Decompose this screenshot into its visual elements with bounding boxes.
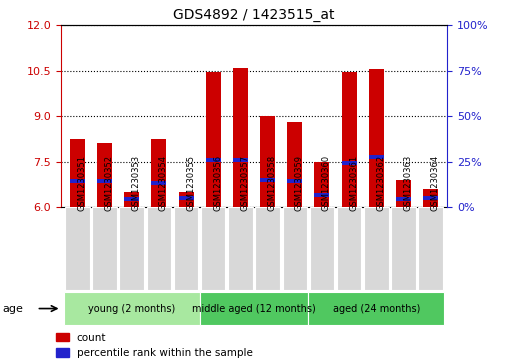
Bar [233,158,248,162]
Text: GSM1230358: GSM1230358 [268,155,276,211]
Text: GSM1230356: GSM1230356 [213,155,222,211]
Bar [64,292,200,325]
Bar [396,180,411,207]
Bar [310,207,334,290]
Bar [364,207,389,290]
Text: GSM1230361: GSM1230361 [349,155,358,211]
Bar [391,207,416,290]
Bar [288,122,302,207]
Bar [65,207,89,290]
Bar [70,179,85,183]
Text: GSM1230353: GSM1230353 [132,155,141,211]
Bar [200,292,308,325]
Bar [308,292,444,325]
Bar [419,207,443,290]
Text: GSM1230360: GSM1230360 [322,155,331,211]
Bar [337,207,361,290]
Bar [342,72,357,207]
Text: middle aged (12 months): middle aged (12 months) [192,303,316,314]
Text: age: age [3,303,23,314]
Bar [314,162,330,207]
Text: GSM1230354: GSM1230354 [159,155,168,211]
Text: GSM1230364: GSM1230364 [431,155,440,211]
Text: GSM1230357: GSM1230357 [240,155,249,211]
Bar [97,143,112,207]
Legend: count, percentile rank within the sample: count, percentile rank within the sample [56,333,252,358]
Text: aged (24 months): aged (24 months) [333,303,420,314]
Bar [396,197,411,201]
Bar [423,196,438,200]
Text: young (2 months): young (2 months) [88,303,175,314]
Bar [369,155,384,159]
Bar [97,179,112,183]
Bar [282,207,307,290]
Bar [178,192,194,207]
Bar [124,192,139,207]
Text: GSM1230359: GSM1230359 [295,155,304,211]
Bar [423,189,438,207]
Bar [151,139,166,207]
Text: GSM1230363: GSM1230363 [403,155,412,211]
Title: GDS4892 / 1423515_at: GDS4892 / 1423515_at [173,8,335,22]
Bar [147,207,171,290]
Bar [124,197,139,201]
Bar [174,207,198,290]
Bar [260,116,275,207]
Bar [260,178,275,182]
Bar [228,207,252,290]
Text: GSM1230355: GSM1230355 [186,155,195,211]
Bar [233,68,248,207]
Text: GSM1230352: GSM1230352 [105,155,113,211]
Bar [92,207,117,290]
Bar [178,196,194,200]
Bar [369,69,384,207]
Bar [256,207,280,290]
Text: GSM1230362: GSM1230362 [376,155,386,211]
Bar [119,207,144,290]
Bar [206,158,220,162]
Text: GSM1230351: GSM1230351 [77,155,86,211]
Bar [70,139,85,207]
Bar [288,179,302,183]
Bar [206,72,220,207]
Bar [314,193,330,197]
Bar [201,207,226,290]
Bar [151,181,166,185]
Bar [342,161,357,165]
